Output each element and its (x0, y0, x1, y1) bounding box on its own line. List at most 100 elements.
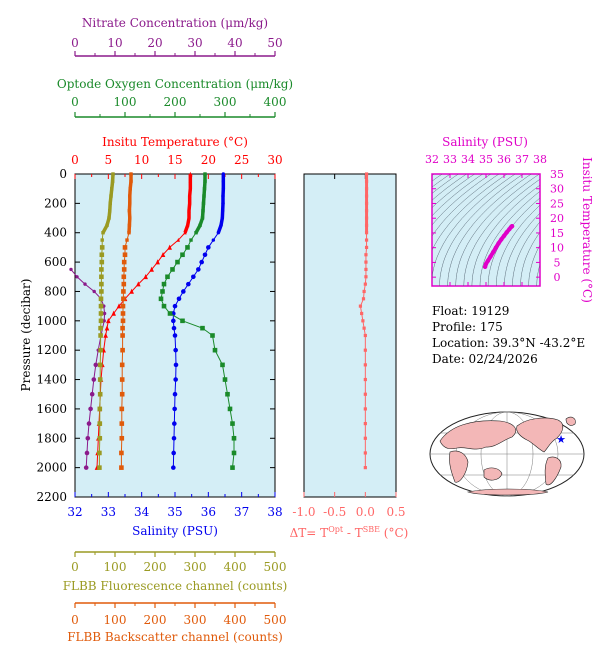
data-point (119, 391, 125, 397)
tick-label: 25 (550, 197, 564, 210)
tick-label: 20 (550, 212, 564, 225)
tick-label: 20 (201, 153, 216, 167)
data-point (171, 318, 176, 324)
density-contour (520, 231, 540, 286)
data-point (171, 450, 176, 456)
data-point (364, 231, 369, 235)
data-point (172, 391, 178, 397)
tick-label: 0 (554, 271, 561, 284)
tick-label: 500 (264, 560, 287, 574)
data-point (129, 288, 134, 294)
fluorescence-axis: 0 100 200 300 400 500 FLBB Fluorescence chann… (63, 551, 288, 593)
tick-label: 0 (71, 560, 79, 574)
series-1 (171, 172, 226, 470)
data-point (98, 296, 104, 302)
world-map: ★ (429, 411, 585, 497)
data-point (173, 362, 179, 368)
data-point (97, 406, 103, 412)
tick-label: 1200 (36, 343, 67, 357)
oxygen-axis: Optode Oxygen Concentration (μm/kg) 0 100… (57, 77, 293, 118)
delta-t-axis-label: ΔT= TOpt - TSBE (°C) (290, 525, 409, 540)
data-point (119, 421, 125, 426)
data-point (120, 311, 126, 316)
ts-temperature-axis-label: Insitu Temperature (°C) (580, 157, 594, 303)
data-point (93, 362, 99, 368)
data-point (102, 311, 107, 316)
data-point (104, 325, 110, 331)
density-contour (463, 178, 540, 286)
backscatter-tick-labels: 0 100 200 300 400 500 (71, 603, 286, 627)
data-point (119, 435, 125, 441)
data-point (99, 289, 104, 294)
tick-label: 34 (134, 505, 150, 519)
tick-label: 0.5 (386, 505, 405, 519)
data-point (99, 281, 104, 287)
data-point (364, 194, 369, 198)
data-point (160, 251, 166, 258)
data-point (363, 436, 367, 440)
data-point (99, 259, 105, 265)
backscatter-axis-label: FLBB Backscatter channel (counts) (67, 630, 283, 644)
tick-label: 200 (164, 95, 187, 109)
temperature-axis-label: Insitu Temperature (°C) (102, 135, 248, 149)
tick-label: 1400 (36, 373, 67, 387)
ts-salinity-tick-labels: 32 33 34 35 36 37 38 (425, 153, 547, 166)
tick-label: 200 (44, 196, 67, 210)
tick-label: 400 (264, 95, 287, 109)
series-line-surface (101, 173, 115, 234)
data-point (364, 275, 368, 279)
tick-label: 400 (44, 226, 67, 240)
data-point (98, 325, 103, 331)
data-point (121, 267, 127, 272)
series-line-surface (183, 174, 193, 234)
data-point (225, 391, 230, 397)
data-point (181, 289, 186, 294)
data-point (119, 450, 124, 456)
tick-label: 25 (234, 153, 249, 167)
tick-label: 300 (184, 560, 207, 574)
data-point (167, 311, 173, 316)
tick-label: 10 (550, 242, 564, 255)
data-point (171, 435, 177, 441)
data-point (364, 260, 368, 264)
fluorescence-axis-label: FLBB Fluorescence channel (counts) (63, 579, 288, 593)
tick-label: 0 (71, 95, 79, 109)
data-point (103, 332, 108, 338)
series-5 (119, 172, 133, 470)
density-contour (455, 174, 540, 286)
series-line-surface (216, 174, 226, 234)
data-point (363, 377, 367, 382)
salinity-axis-label: Salinity (PSU) (132, 524, 218, 538)
data-point (86, 421, 92, 426)
tick-label: 35 (167, 505, 182, 519)
map-land-north-america (516, 417, 564, 453)
data-point (97, 391, 103, 397)
data-point (172, 333, 178, 338)
data-point (361, 319, 365, 323)
map-land-greenland (565, 416, 576, 426)
data-point (206, 245, 211, 250)
tick-label: 400 (224, 560, 247, 574)
float-location-marker: ★ (556, 433, 566, 446)
data-point (98, 318, 104, 324)
data-point (119, 465, 124, 470)
data-point (363, 392, 367, 396)
data-point (85, 435, 91, 441)
data-point (171, 465, 176, 470)
data-point (199, 259, 204, 265)
delta-t-tick-labels: -1.0 -0.5 0.0 0.5 (292, 505, 405, 519)
data-point (363, 348, 367, 352)
tick-label: 30 (267, 153, 282, 167)
data-point (98, 347, 103, 353)
data-point (120, 325, 125, 331)
data-point (120, 303, 126, 309)
data-point (363, 282, 367, 286)
series-4 (97, 172, 115, 470)
data-point (488, 254, 493, 259)
oxygen-tick-labels: 0 100 200 300 400 (71, 95, 286, 117)
data-point (165, 274, 170, 280)
data-point (120, 333, 125, 338)
tick-label: 40 (227, 36, 242, 50)
data-point (211, 238, 216, 242)
